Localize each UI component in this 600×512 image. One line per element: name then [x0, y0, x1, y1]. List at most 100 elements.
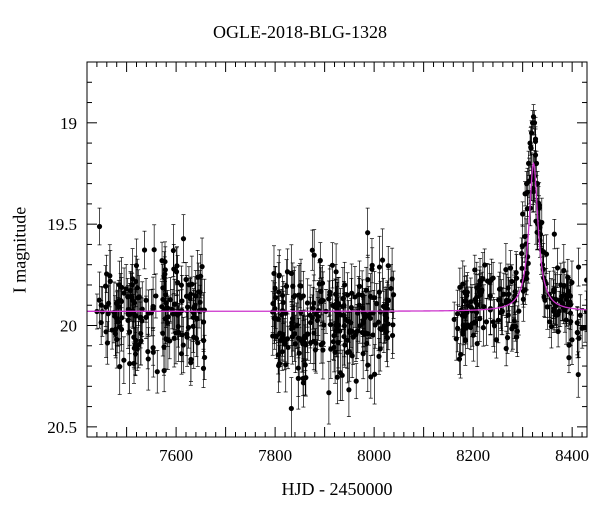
data-point	[501, 272, 507, 316]
data-marker	[133, 262, 140, 269]
data-marker	[289, 323, 295, 329]
data-marker	[174, 279, 181, 286]
data-marker	[525, 160, 532, 166]
data-marker	[125, 317, 131, 323]
data-point	[350, 309, 356, 365]
data-point	[143, 278, 149, 323]
model-layer	[87, 161, 587, 312]
data-marker	[151, 247, 157, 253]
data-marker	[159, 304, 165, 310]
data-marker	[472, 319, 478, 325]
data-point	[582, 313, 587, 343]
data-marker	[161, 344, 167, 350]
data-point	[370, 314, 376, 356]
data-marker	[112, 331, 118, 337]
data-point	[285, 325, 291, 370]
data-marker	[347, 328, 353, 334]
data-point	[320, 271, 326, 330]
data-marker	[468, 299, 474, 305]
data-point	[368, 355, 374, 399]
data-marker	[346, 387, 352, 393]
data-point	[509, 306, 515, 352]
data-marker	[159, 258, 165, 264]
data-marker	[121, 357, 127, 363]
data-marker	[141, 247, 148, 253]
data-marker	[543, 251, 550, 257]
data-marker	[371, 295, 378, 301]
data-marker	[363, 287, 369, 293]
data-point	[472, 273, 478, 326]
axis-layer: 7600 7800 8000 8200 8400 19 19.5 20 20.5	[47, 61, 589, 465]
data-marker	[552, 296, 559, 302]
data-marker	[302, 333, 308, 339]
x-tick-label: 7800	[258, 446, 292, 465]
data-point	[352, 266, 358, 328]
data-marker	[136, 294, 142, 300]
data-point	[195, 318, 201, 367]
data-marker	[96, 223, 103, 230]
data-point	[379, 228, 386, 292]
data-marker	[376, 264, 383, 270]
data-marker	[279, 292, 286, 299]
data-marker	[563, 317, 569, 323]
data-marker	[380, 303, 387, 309]
data-marker	[294, 323, 300, 329]
data-point	[309, 229, 315, 271]
data-marker	[179, 332, 185, 338]
data-point	[353, 363, 359, 400]
data-marker	[344, 292, 351, 298]
data-marker	[174, 263, 180, 269]
data-marker	[271, 315, 277, 321]
data-marker	[453, 336, 459, 342]
data-point	[199, 237, 205, 296]
data-marker	[567, 299, 573, 305]
data-marker	[480, 325, 486, 331]
data-marker	[276, 362, 282, 369]
data-point	[318, 325, 324, 364]
data-point	[327, 268, 333, 316]
data-marker	[483, 319, 490, 325]
data-marker	[390, 292, 397, 298]
data-point	[276, 338, 282, 393]
data-marker	[344, 349, 351, 356]
data-point	[568, 297, 574, 346]
data-point	[554, 247, 561, 288]
data-marker	[127, 361, 133, 367]
data-point	[178, 265, 184, 305]
data-point	[512, 270, 518, 313]
data-point	[96, 207, 103, 246]
data-marker	[153, 293, 159, 299]
data-point	[520, 201, 526, 227]
data-point	[390, 295, 396, 354]
data-point	[486, 264, 493, 301]
data-marker	[291, 294, 297, 300]
data-marker	[365, 230, 371, 236]
data-point	[347, 311, 353, 350]
data-marker	[379, 257, 386, 263]
data-marker	[290, 283, 296, 289]
data-point	[125, 291, 131, 349]
data-marker	[353, 378, 359, 384]
data-marker	[273, 333, 280, 339]
data-point	[389, 312, 396, 359]
model-curve	[87, 161, 587, 312]
data-marker	[314, 317, 321, 323]
data-marker	[113, 326, 119, 332]
data-marker	[296, 350, 302, 356]
data-point	[575, 247, 582, 287]
data-marker	[333, 291, 339, 297]
data-marker	[480, 276, 486, 282]
data-marker	[454, 311, 461, 317]
data-marker	[356, 283, 363, 289]
data-marker	[145, 348, 151, 355]
data-marker	[369, 262, 375, 268]
data-marker	[470, 332, 476, 338]
data-marker	[170, 247, 176, 254]
data-marker	[349, 290, 355, 296]
data-marker	[98, 319, 104, 326]
data-point	[357, 308, 363, 344]
data-point	[543, 234, 550, 274]
data-marker	[171, 335, 177, 341]
data-marker	[309, 247, 315, 253]
data-marker	[544, 304, 550, 310]
